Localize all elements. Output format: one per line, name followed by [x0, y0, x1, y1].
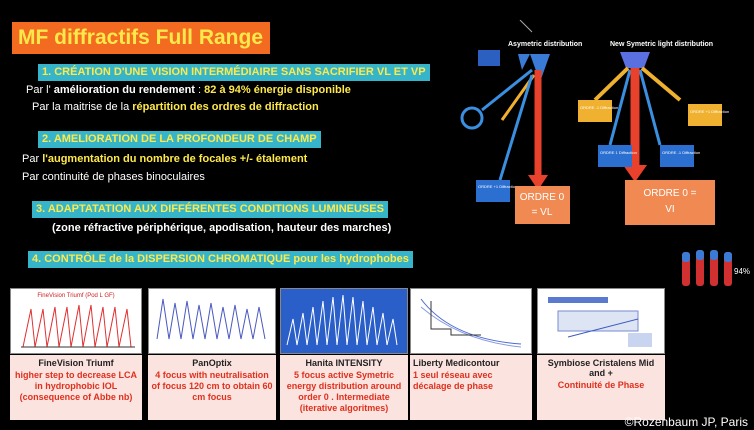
- diagram-label: ORDRE -1 Diffraction: [580, 105, 618, 110]
- text-line: Par la maitrise de la répartition des or…: [32, 101, 319, 113]
- label-box: [598, 145, 632, 167]
- thumbnail: [538, 289, 664, 353]
- text: répartition des ordres de diffraction: [132, 101, 318, 113]
- text: Par: [22, 153, 39, 165]
- card-image: [537, 288, 665, 354]
- diagram-title: New Symetric light distribution: [610, 41, 713, 48]
- section-heading: 2. AMELIORATION DE LA PROFONDEUR DE CHAM…: [38, 131, 321, 148]
- card-desc: 1 seul réseau avec décalage de phase: [413, 370, 529, 392]
- circle: [462, 108, 482, 128]
- diagram-label: ORDRE -1 Diffraction: [662, 150, 700, 155]
- card-desc: 4 focus with neutralisation of focus 120…: [151, 370, 273, 403]
- card-caption: Symbiose Cristalens Mid and + Continuité …: [537, 355, 665, 420]
- text: Par la maitrise de la: [32, 101, 129, 113]
- text: Par continuité de phases binoculaires: [22, 171, 205, 183]
- text-line: Par continuité de phases binoculaires: [22, 171, 205, 183]
- diagram-label: ORDRE 1 Diffraction: [600, 150, 637, 155]
- section-heading: 1. CRÉATION D'UNE VISION INTERMÉDIAIRE S…: [38, 64, 430, 81]
- card-caption: Liberty Medicontour 1 seul réseau avec dé…: [410, 355, 532, 420]
- card-caption: Hanita INTENSITY 5 focus active Symetric …: [280, 355, 408, 420]
- credit: ©Rozenbaum JP, Paris: [625, 415, 748, 429]
- label-box: [660, 145, 694, 167]
- text-line: Par l'augmentation du nombre de focales …: [22, 153, 307, 165]
- text: (zone réfractive périphérique, apodisati…: [52, 222, 391, 234]
- card-caption: PanOptix 4 focus with neutralisation of f…: [148, 355, 276, 420]
- label-box: [688, 104, 722, 126]
- card-name: Symbiose Cristalens Mid and +: [540, 358, 662, 378]
- card-name: FineVision Triumf: [13, 358, 139, 368]
- order-text: ORDRE 0: [520, 192, 565, 203]
- lens: [518, 54, 530, 70]
- diagram-title: Asymetric distribution: [508, 41, 582, 48]
- order-box: [625, 180, 715, 225]
- image-title: FineVision Triumf (Pod L GF): [37, 293, 114, 299]
- card-image: FineVision Triumf (Pod L GF): [10, 288, 142, 354]
- thumbnail: [149, 289, 275, 353]
- text-line: Par l' amélioration du rendement : 82 à …: [26, 84, 351, 96]
- card-name: PanOptix: [151, 358, 273, 368]
- order-text: = VL: [532, 207, 553, 218]
- text: :: [198, 84, 201, 96]
- section-heading: 4. CONTRÔLE de la DISPERSION CHROMATIQUE…: [28, 251, 413, 268]
- text: 82 à 94% énergie disponible: [204, 84, 351, 96]
- diagram-label: ORDRE +1 Diffraction: [478, 184, 517, 189]
- slide: MF diffractifs Full Range 1. CRÉATION D'…: [0, 0, 754, 430]
- card-image: [280, 288, 408, 354]
- card-desc: higher step to decrease LCA in hydrophob…: [13, 370, 139, 403]
- card-name: Hanita INTENSITY: [283, 358, 405, 368]
- text: amélioration du rendement: [54, 84, 195, 96]
- diagram-label: ORDRE +1 Diffraction: [690, 109, 729, 114]
- order-text: ORDRE 0 =: [643, 188, 696, 199]
- arrowhead: [623, 165, 647, 182]
- card-caption: FineVision Triumf higher step to decrease…: [10, 355, 142, 420]
- card-desc: Continuité de Phase: [540, 380, 662, 391]
- thumbnail: FineVision Triumf (Pod L GF): [11, 289, 141, 353]
- label-box: [478, 50, 500, 66]
- percent-label: 94%: [734, 267, 750, 276]
- text: l'augmentation du nombre de focales +/- …: [42, 153, 307, 165]
- label-box: [578, 100, 612, 122]
- text-line: (zone réfractive périphérique, apodisati…: [52, 222, 391, 234]
- card-desc: 5 focus active Symetric energy distribut…: [283, 370, 405, 414]
- card-image: [410, 288, 532, 354]
- pointer: [520, 20, 532, 32]
- thumbnail: [411, 289, 531, 353]
- cylinders: [682, 250, 732, 286]
- lens: [620, 52, 650, 68]
- order-text: VI: [665, 204, 674, 215]
- card-image: [148, 288, 276, 354]
- text: Par l': [26, 84, 51, 96]
- card-name: Liberty Medicontour: [413, 358, 529, 368]
- diagram: Asymetric distribution New Symetric ligh…: [460, 20, 754, 290]
- slide-title: MF diffractifs Full Range: [12, 22, 270, 54]
- thumbnail: [281, 289, 407, 353]
- section-heading: 3. ADAPTATATION AUX DIFFÉRENTES CONDITIO…: [32, 201, 388, 218]
